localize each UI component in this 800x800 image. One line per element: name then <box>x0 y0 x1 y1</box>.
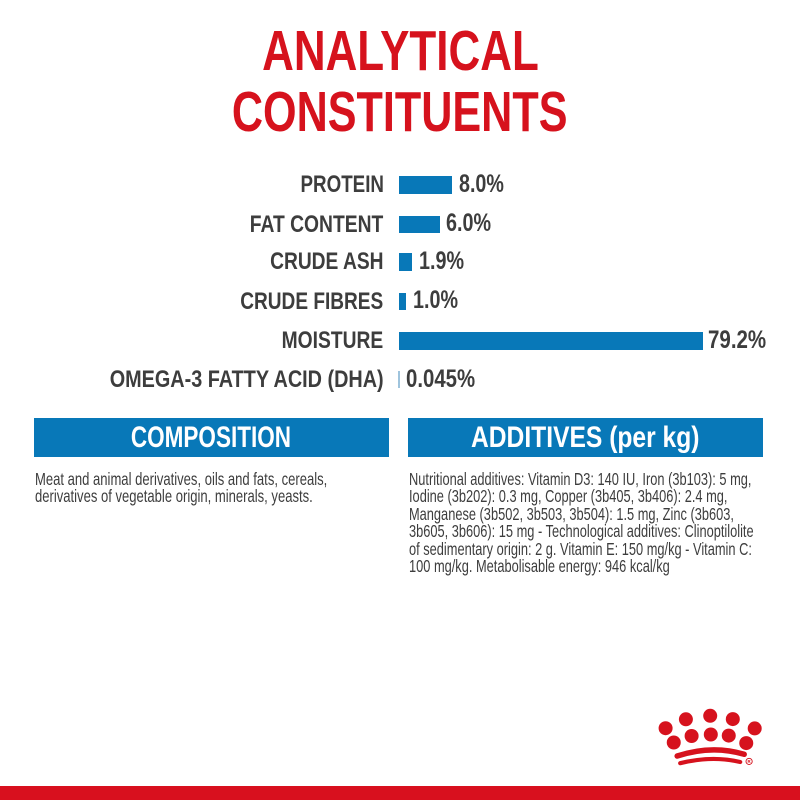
svg-text:R: R <box>748 759 752 764</box>
